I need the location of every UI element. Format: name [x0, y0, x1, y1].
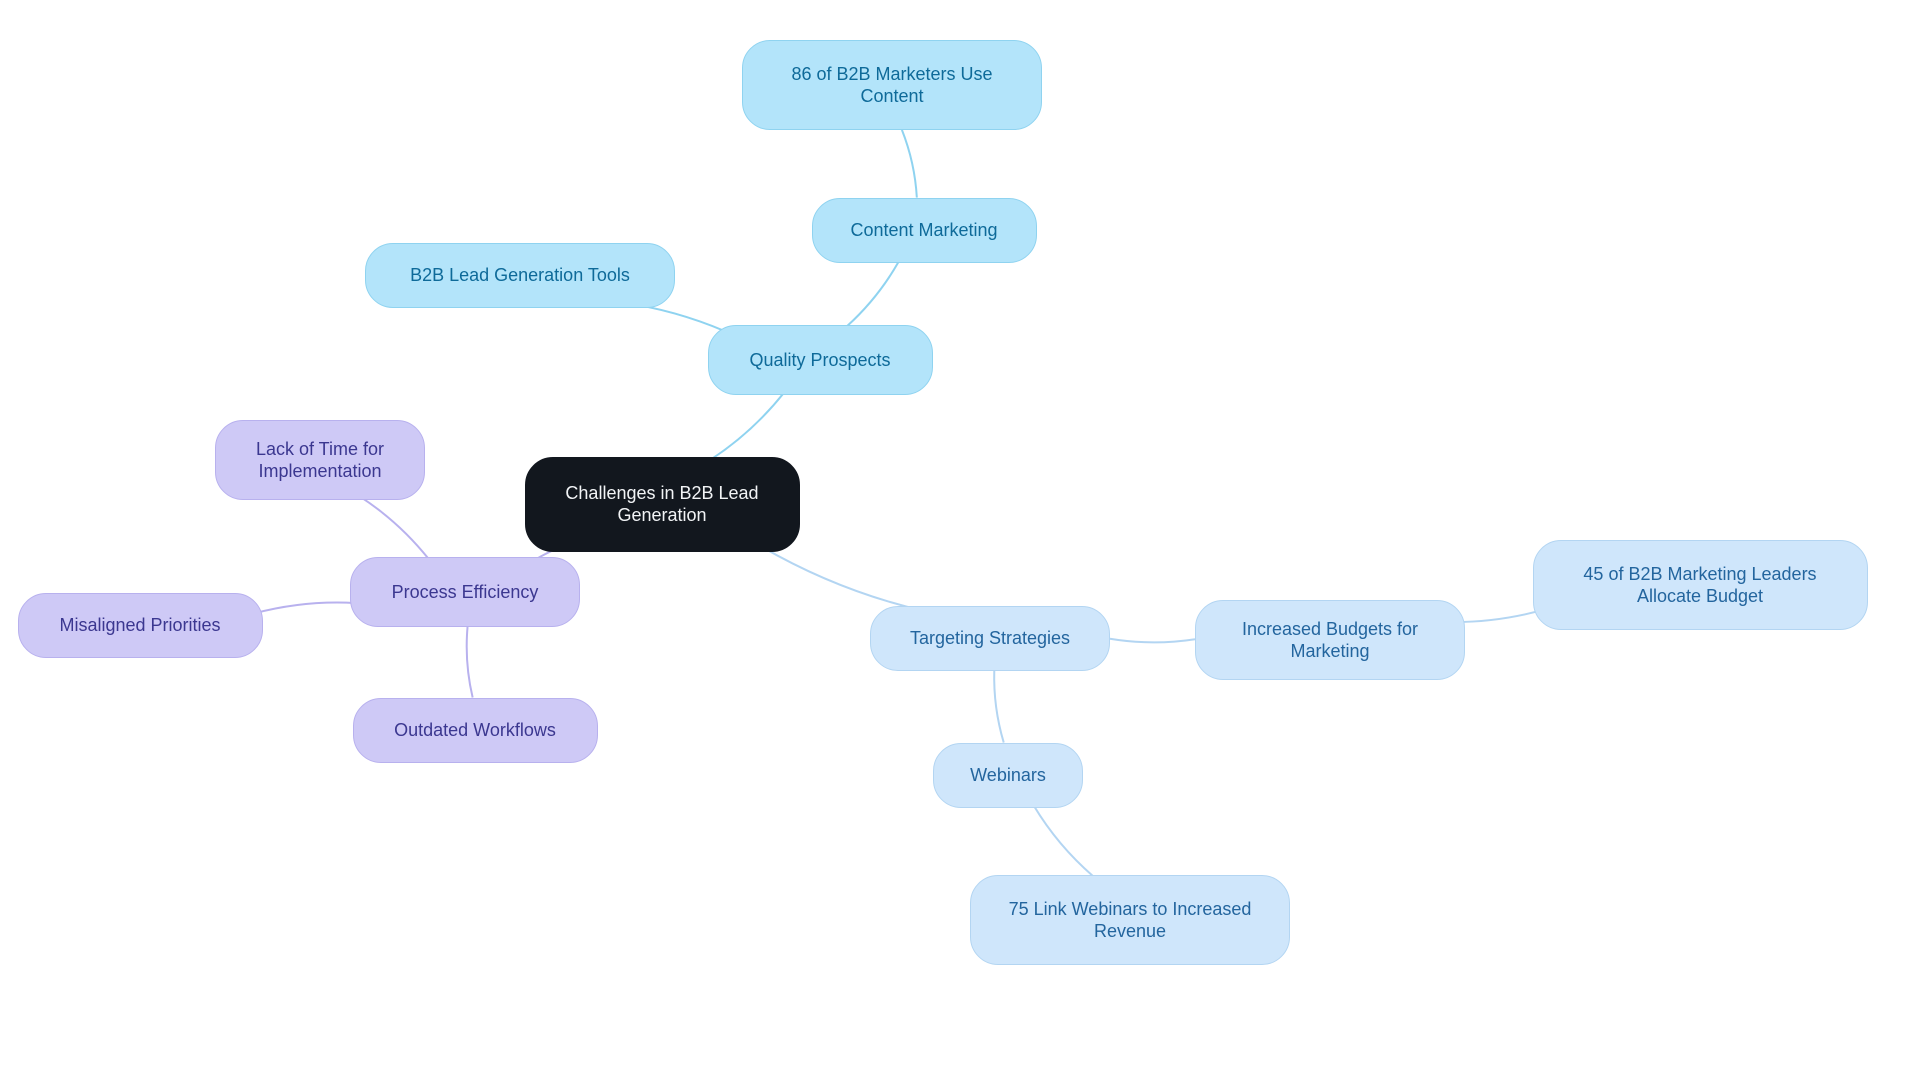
node-label: 45 of B2B Marketing Leaders Allocate Bud… — [1556, 563, 1845, 608]
node-quality: Quality Prospects — [708, 325, 933, 395]
node-content: Content Marketing — [812, 198, 1037, 263]
node-root: Challenges in B2B Lead Generation — [525, 457, 800, 552]
node-label: Outdated Workflows — [394, 719, 556, 742]
node-targeting: Targeting Strategies — [870, 606, 1110, 671]
edge — [711, 393, 784, 459]
node-content-stat: 86 of B2B Marketers Use Content — [742, 40, 1042, 130]
node-webinar-stat: 75 Link Webinars to Increased Revenue — [970, 875, 1290, 965]
edge — [1110, 639, 1195, 643]
edge — [847, 262, 898, 326]
node-budget-stat: 45 of B2B Marketing Leaders Allocate Bud… — [1533, 540, 1868, 630]
edge — [1034, 806, 1093, 877]
node-label: Challenges in B2B Lead Generation — [548, 482, 777, 527]
node-label: Increased Budgets for Marketing — [1218, 618, 1442, 663]
node-webinars: Webinars — [933, 743, 1083, 808]
node-label: Targeting Strategies — [910, 627, 1070, 650]
edge — [467, 627, 473, 698]
node-process: Process Efficiency — [350, 557, 580, 627]
node-label: 86 of B2B Marketers Use Content — [765, 63, 1019, 108]
mindmap-canvas: Challenges in B2B Lead Generation Proces… — [0, 0, 1920, 1083]
node-outdated: Outdated Workflows — [353, 698, 598, 763]
edge — [902, 130, 917, 198]
node-label: Webinars — [970, 764, 1046, 787]
node-label: Lack of Time for Implementation — [238, 438, 402, 483]
node-label: Content Marketing — [850, 219, 997, 242]
edge — [254, 603, 356, 614]
edge — [994, 670, 1004, 742]
edge — [361, 497, 429, 559]
node-misaligned: Misaligned Priorities — [18, 593, 263, 658]
node-label: Process Efficiency — [392, 581, 539, 604]
node-tools: B2B Lead Generation Tools — [365, 243, 675, 308]
node-label: B2B Lead Generation Tools — [410, 264, 630, 287]
node-budgets: Increased Budgets for Marketing — [1195, 600, 1465, 680]
node-lack-time: Lack of Time for Implementation — [215, 420, 425, 500]
node-label: Quality Prospects — [749, 349, 890, 372]
node-label: 75 Link Webinars to Increased Revenue — [993, 898, 1267, 943]
node-label: Misaligned Priorities — [59, 614, 220, 637]
